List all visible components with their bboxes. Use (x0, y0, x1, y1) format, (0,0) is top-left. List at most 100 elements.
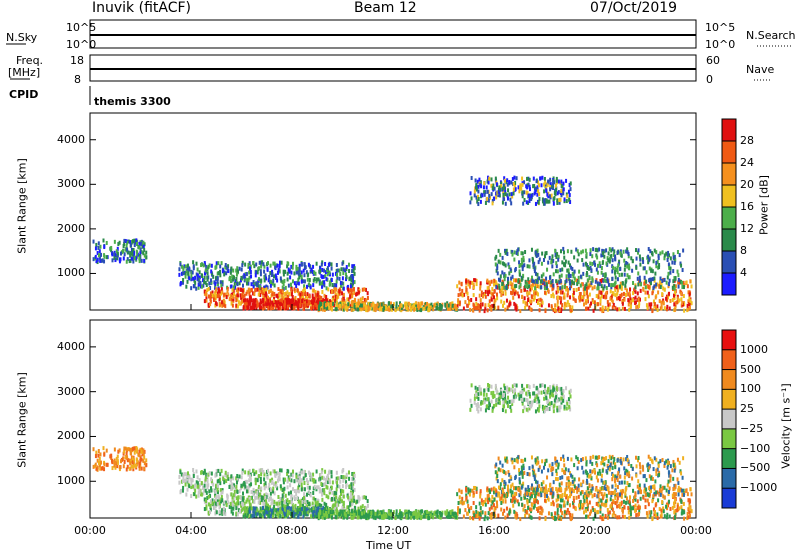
power-cell (566, 293, 569, 298)
power-cell (672, 279, 675, 284)
power-cell (474, 178, 477, 183)
power-cell (629, 304, 632, 309)
power-cell (138, 254, 141, 259)
velocity-cell (118, 465, 121, 470)
velocity-cell (568, 400, 571, 405)
power-cell (560, 183, 563, 188)
velocity-cell (262, 511, 265, 516)
power-cell (323, 305, 326, 310)
power-cell (274, 265, 277, 270)
power-cell (113, 252, 116, 257)
power-cell (292, 302, 295, 307)
velocity-cell (226, 474, 229, 479)
power-cell (456, 284, 459, 289)
power-cell (350, 274, 353, 279)
power-cell (648, 302, 651, 307)
power-cell (247, 262, 250, 267)
power-cell (301, 291, 304, 296)
power-cell (492, 295, 495, 300)
power-cell (668, 306, 671, 311)
power-cell (499, 187, 502, 192)
velocity-cell (280, 486, 283, 491)
velocity-cell (543, 384, 546, 389)
velocity-cell (556, 408, 559, 413)
power-cell (630, 298, 633, 303)
power-cell (533, 269, 536, 274)
power-cell (197, 276, 200, 281)
power-cell (427, 305, 430, 310)
power-cell (604, 272, 607, 277)
power-cell (568, 193, 571, 198)
power-cell (96, 251, 99, 256)
power-cell (646, 290, 649, 295)
power-cell (351, 269, 354, 274)
power-cell (495, 195, 498, 200)
power-cell (241, 288, 244, 293)
velocity-cell (95, 466, 98, 471)
power-cell (562, 246, 565, 251)
velocity-cell (103, 452, 106, 457)
power-cell (228, 277, 231, 282)
power-cell (282, 296, 285, 301)
power-cell (239, 293, 242, 298)
power-cell (417, 306, 420, 311)
velocity-cell (281, 509, 284, 514)
velocity-cell (267, 507, 270, 512)
velocity-cell (242, 506, 245, 511)
power-cell (445, 306, 448, 311)
velocity-cell (244, 509, 247, 514)
velocity-cell (490, 384, 493, 389)
power-cell (552, 272, 555, 277)
velocity-cell (473, 485, 476, 490)
power-cell (485, 185, 488, 190)
velocity-cell (476, 402, 479, 407)
velocity-cell (235, 506, 238, 511)
velocity-cell (350, 496, 353, 501)
power-cell (528, 305, 531, 310)
velocity-cell (329, 488, 332, 493)
power-cell (293, 281, 296, 286)
power-cell (308, 277, 311, 282)
velocity-cell (190, 482, 193, 487)
power-cell (552, 283, 555, 288)
velocity-cell (512, 398, 515, 403)
power-cell (264, 288, 267, 293)
power-cell (374, 303, 377, 308)
velocity-cell (190, 494, 193, 499)
velocity-cell (235, 496, 238, 501)
power-cell (497, 248, 500, 253)
velocity-cell (555, 390, 558, 395)
velocity-cell (534, 397, 537, 402)
velocity-cell (296, 495, 299, 500)
power-cell (611, 247, 614, 252)
power-cell (525, 283, 528, 288)
power-cell (451, 303, 454, 308)
velocity-cell (361, 495, 364, 500)
velocity-cell (665, 515, 668, 520)
power-cell (330, 262, 333, 267)
power-cell (129, 242, 132, 247)
velocity-cell (227, 500, 230, 505)
power-cell (531, 256, 534, 261)
velocity-cell (510, 399, 513, 404)
power-cell (265, 284, 268, 289)
power-cell (581, 297, 584, 302)
power-cell (339, 301, 342, 306)
power-cell (186, 266, 189, 271)
velocity-cell (215, 468, 218, 473)
velocity-cell (513, 495, 516, 500)
power-cell (303, 284, 306, 289)
power-cell (652, 286, 655, 291)
power-cell (223, 292, 226, 297)
power-cell (254, 303, 257, 308)
velocity-cell (347, 470, 350, 475)
velocity-cell (541, 383, 544, 388)
power-cell (399, 301, 402, 306)
power-cell (506, 196, 509, 201)
velocity-cell (239, 486, 242, 491)
velocity-cell (254, 506, 257, 511)
velocity-cell (202, 485, 205, 490)
power-cell (252, 301, 255, 306)
power-cell (616, 277, 619, 282)
power-cell (289, 282, 292, 287)
